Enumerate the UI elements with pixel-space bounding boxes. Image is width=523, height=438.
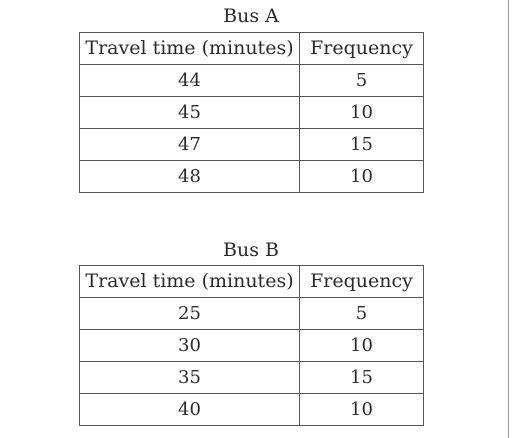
frequency-cell: 10 [299,160,424,193]
travel-time-cell: 44 [79,64,300,97]
table-row: 40 10 [79,393,424,426]
frequency-cell: 15 [299,128,424,161]
travel-time-cell: 40 [79,393,300,426]
bus-b-frequency-table: Travel time (minutes) Frequency 25 5 30 … [79,265,424,426]
travel-time-cell: 48 [79,160,300,193]
table-header-row: Travel time (minutes) Frequency [79,265,424,298]
travel-time-header: Travel time (minutes) [79,265,300,298]
page-edge-divider [508,0,509,438]
frequency-cell: 5 [299,64,424,97]
frequency-header: Frequency [299,32,424,65]
frequency-cell: 10 [299,393,424,426]
table-row: 48 10 [79,160,424,193]
travel-time-cell: 30 [79,329,300,362]
frequency-cell: 10 [299,329,424,362]
bus-a-title: Bus A [223,5,279,27]
frequency-header: Frequency [299,265,424,298]
table-row: 47 15 [79,128,424,161]
travel-time-cell: 47 [79,128,300,161]
table-row: 35 15 [79,361,424,394]
table-row: 30 10 [79,329,424,362]
frequency-cell: 10 [299,96,424,129]
table-row: 45 10 [79,96,424,129]
travel-time-header: Travel time (minutes) [79,32,300,65]
frequency-cell: 15 [299,361,424,394]
table-row: 44 5 [79,64,424,97]
bus-a-frequency-table: Travel time (minutes) Frequency 44 5 45 … [79,32,424,193]
travel-time-cell: 25 [79,297,300,330]
frequency-cell: 5 [299,297,424,330]
table-header-row: Travel time (minutes) Frequency [79,32,424,65]
bus-b-title: Bus B [223,239,279,261]
travel-time-cell: 35 [79,361,300,394]
table-row: 25 5 [79,297,424,330]
travel-time-cell: 45 [79,96,300,129]
